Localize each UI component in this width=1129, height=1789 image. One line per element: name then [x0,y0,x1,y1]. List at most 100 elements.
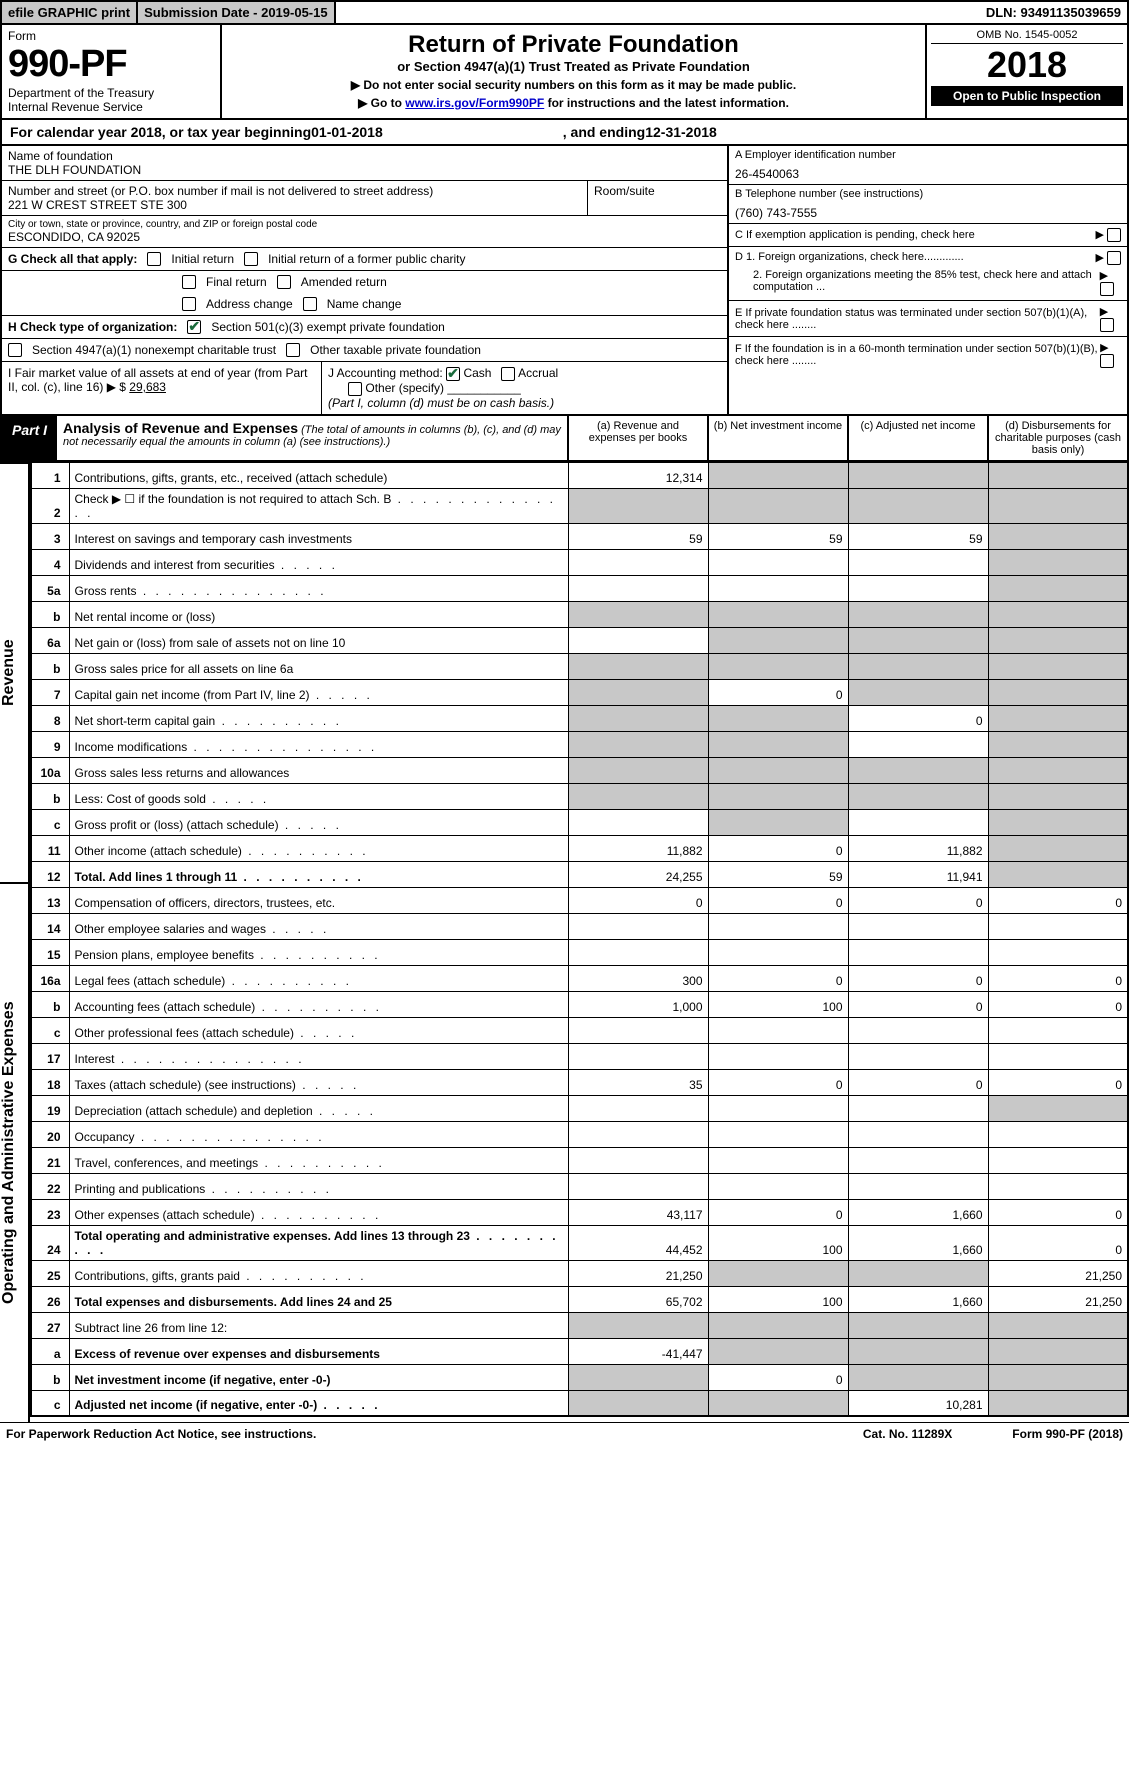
address-change-checkbox[interactable] [182,297,196,311]
catalog-number: Cat. No. 11289X [863,1427,952,1441]
other-taxable-checkbox[interactable] [286,343,300,357]
initial-former-checkbox[interactable] [244,252,258,266]
name-label: Name of foundation [8,149,721,163]
d1-checkbox[interactable] [1107,251,1121,265]
phone-value: (760) 743-7555 [735,206,1121,220]
fmv-value: 29,683 [129,380,166,394]
e-label: E If private foundation status was termi… [735,307,1100,331]
col-c-header: (c) Adjusted net income [847,416,987,460]
table-row: 17Interest [31,1043,1128,1069]
part1-title: Analysis of Revenue and Expenses [63,420,298,436]
table-row: 18Taxes (attach schedule) (see instructi… [31,1069,1128,1095]
f-label: F If the foundation is in a 60-month ter… [735,343,1100,367]
table-row: cGross profit or (loss) (attach schedule… [31,809,1128,835]
part1-label: Part I [2,416,57,460]
table-row: 5aGross rents [31,575,1128,601]
table-row: 27Subtract line 26 from line 12: [31,1312,1128,1338]
j-note: (Part I, column (d) must be on cash basi… [328,396,721,410]
city-state-zip: ESCONDIDO, CA 92025 [8,230,721,244]
entity-info: Name of foundation THE DLH FOUNDATION Nu… [0,146,1129,416]
table-row: 7Capital gain net income (from Part IV, … [31,679,1128,705]
h-label: H Check type of organization: [8,320,177,334]
table-row: 15Pension plans, employee benefits [31,939,1128,965]
a-ein-label: A Employer identification number [735,149,1121,161]
accrual-checkbox[interactable] [501,367,515,381]
city-label: City or town, state or province, country… [8,219,721,230]
table-row: 16aLegal fees (attach schedule)300000 [31,965,1128,991]
name-change-checkbox[interactable] [303,297,317,311]
form-number: 990-PF [8,43,214,86]
other-method-checkbox[interactable] [348,382,362,396]
table-row: cAdjusted net income (if negative, enter… [31,1390,1128,1416]
table-row: 9Income modifications [31,731,1128,757]
j-label: J Accounting method: [328,366,443,380]
col-a-header: (a) Revenue and expenses per books [567,416,707,460]
submission-date: Submission Date - 2019-05-15 [138,2,336,23]
goto-link-line: ▶ Go to www.irs.gov/Form990PF for instru… [228,96,919,110]
addr-label: Number and street (or P.O. box number if… [8,184,581,198]
irs-label: Internal Revenue Service [8,100,214,114]
table-row: bNet investment income (if negative, ent… [31,1364,1128,1390]
s501c3-checkbox[interactable] [187,320,201,334]
g-label: G Check all that apply: [8,252,137,266]
table-row: 25Contributions, gifts, grants paid21,25… [31,1260,1128,1286]
f-checkbox[interactable] [1100,354,1114,368]
table-row: 8Net short-term capital gain0 [31,705,1128,731]
table-row: bAccounting fees (attach schedule)1,0001… [31,991,1128,1017]
table-row: 12Total. Add lines 1 through 1124,255591… [31,861,1128,887]
table-row: 24Total operating and administrative exp… [31,1225,1128,1260]
efile-print-button[interactable]: efile GRAPHIC print [2,2,138,23]
dln: DLN: 93491135039659 [980,2,1127,23]
final-return-checkbox[interactable] [182,275,196,289]
table-row: 22Printing and publications [31,1173,1128,1199]
table-row: 3Interest on savings and temporary cash … [31,523,1128,549]
paperwork-notice: For Paperwork Reduction Act Notice, see … [6,1427,316,1441]
form-title: Return of Private Foundation [228,31,919,59]
d2-label: 2. Foreign organizations meeting the 85%… [735,269,1100,296]
table-row: 21Travel, conferences, and meetings [31,1147,1128,1173]
irs-form-link[interactable]: www.irs.gov/Form990PF [405,96,544,110]
table-row: 10aGross sales less returns and allowanc… [31,757,1128,783]
table-row: aExcess of revenue over expenses and dis… [31,1338,1128,1364]
page-footer: For Paperwork Reduction Act Notice, see … [0,1422,1129,1445]
col-b-header: (b) Net investment income [707,416,847,460]
table-row: 19Depreciation (attach schedule) and dep… [31,1095,1128,1121]
street-address: 221 W CREST STREET STE 300 [8,198,581,212]
d2-checkbox[interactable] [1100,282,1114,296]
amended-return-checkbox[interactable] [277,275,291,289]
table-row: bGross sales price for all assets on lin… [31,653,1128,679]
b-phone-label: B Telephone number (see instructions) [735,188,1121,200]
col-d-header: (d) Disbursements for charitable purpose… [987,416,1127,460]
table-row: bLess: Cost of goods sold [31,783,1128,809]
part1-header: Part I Analysis of Revenue and Expenses … [0,416,1129,462]
table-row: 4Dividends and interest from securities [31,549,1128,575]
table-row: 1Contributions, gifts, grants, etc., rec… [31,462,1128,488]
table-row: 20Occupancy [31,1121,1128,1147]
top-bar: efile GRAPHIC print Submission Date - 20… [0,0,1129,25]
table-row: 2Check ▶ ☐ if the foundation is not requ… [31,488,1128,523]
table-row: 23Other expenses (attach schedule)43,117… [31,1199,1128,1225]
dept-treasury: Department of the Treasury [8,86,214,100]
form-header: Form 990-PF Department of the Treasury I… [0,25,1129,120]
form-subtitle: or Section 4947(a)(1) Trust Treated as P… [228,59,919,74]
c-exemption-label: C If exemption application is pending, c… [735,229,975,241]
tax-year: 2018 [931,44,1123,86]
foundation-name: THE DLH FOUNDATION [8,163,721,177]
s4947-checkbox[interactable] [8,343,22,357]
cash-checkbox[interactable] [446,367,460,381]
table-row: 26Total expenses and disbursements. Add … [31,1286,1128,1312]
ssn-warning: ▶ Do not enter social security numbers o… [228,78,919,92]
open-inspection: Open to Public Inspection [931,86,1123,106]
form-label: Form [8,29,214,43]
ein-value: 26-4540063 [735,167,1121,181]
c-checkbox[interactable] [1107,228,1121,242]
e-checkbox[interactable] [1100,318,1114,332]
revenue-label: Revenue [0,462,30,882]
part1-table: 1Contributions, gifts, grants, etc., rec… [30,462,1129,1418]
table-row: 13Compensation of officers, directors, t… [31,887,1128,913]
initial-return-checkbox[interactable] [147,252,161,266]
table-row: cOther professional fees (attach schedul… [31,1017,1128,1043]
d1-label: D 1. Foreign organizations, check here..… [735,251,964,265]
expenses-label: Operating and Administrative Expenses [0,882,30,1422]
table-row: 6aNet gain or (loss) from sale of assets… [31,627,1128,653]
